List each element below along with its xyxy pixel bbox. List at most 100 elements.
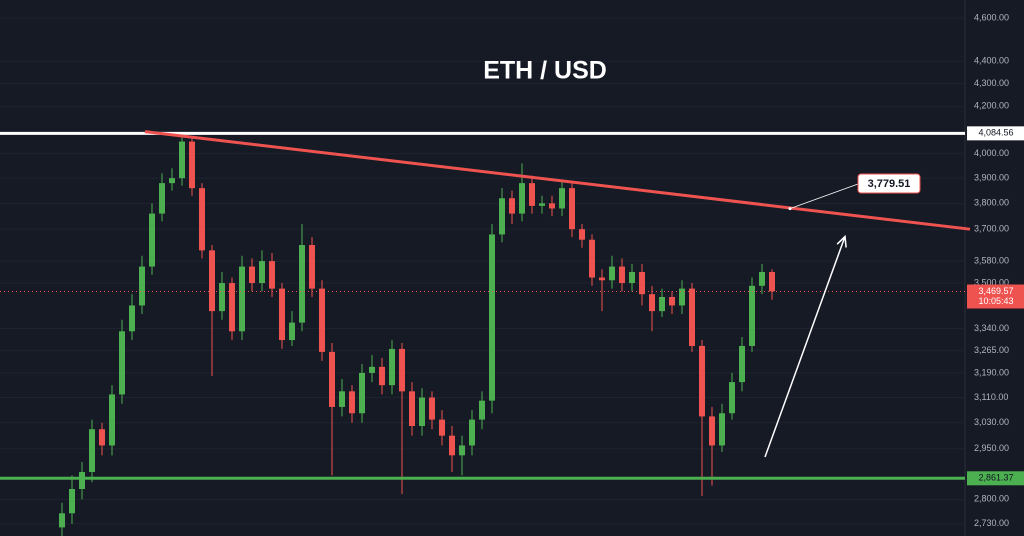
current-price-label: 3,469.57 [978,286,1013,296]
candle-body [659,296,665,312]
candle-body [389,348,395,386]
candle-body [219,283,225,312]
arrow-head [836,234,847,248]
y-tick-label: 3,190.00 [974,367,1009,377]
candle-body [309,245,315,289]
y-tick-label: 4,600.00 [974,13,1009,23]
candle-body [239,266,245,332]
candle-body [729,382,735,414]
candle-body [509,198,515,214]
candle-body [609,266,615,281]
candle-body [379,366,385,386]
candle-body [559,188,565,209]
candle-body [669,296,675,306]
current-price-box [967,284,1024,309]
candle-body [269,261,275,289]
candle-body [119,331,125,395]
candle-body [59,513,65,528]
y-tick-label: 4,200.00 [974,101,1009,111]
candle-body [589,239,595,278]
candle-body [759,272,765,286]
candle-body [69,488,75,514]
y-tick-label: 2,950.00 [974,443,1009,453]
candle-body [259,261,265,284]
candle-body [179,141,185,179]
candle-body [409,391,415,427]
candle-body [149,213,155,267]
candle-body [169,178,175,184]
candle-body [159,183,165,214]
candle-body [599,277,605,281]
candle-body [229,283,235,332]
candle-body [719,413,725,446]
candle-body [459,445,465,456]
y-tick-label: 3,580.00 [974,256,1009,266]
candle-body [419,397,425,427]
callout-point [788,207,792,211]
arrow-shaft [764,236,846,458]
countdown-label: 10:05:43 [978,296,1013,306]
candle-body [289,322,295,341]
candle-body [549,203,555,209]
callout-leader [789,183,859,209]
y-tick-label: 3,800.00 [974,198,1009,208]
y-tick-label: 4,000.00 [974,148,1009,158]
y-tick-label: 3,030.00 [974,417,1009,427]
candle-body [139,266,145,306]
y-tick-label: 3,265.00 [974,345,1009,355]
y-tick-label: 3,900.00 [974,173,1009,183]
candle-body [249,266,255,284]
candle-body [529,183,535,206]
candle-body [519,183,525,214]
candle-body [579,229,585,240]
candle-body [189,141,195,189]
candle-body [429,397,435,420]
candle-body [489,234,495,401]
trendline [144,130,971,231]
candle-body [329,351,335,407]
candle-body [649,294,655,312]
candle-body [109,394,115,446]
candle-body [739,345,745,383]
candle-body [469,419,475,446]
callout-label: 3,779.51 [868,178,911,190]
candle-body [299,245,305,323]
candle-body [319,288,325,352]
chart-title: ETH / USD [483,57,607,85]
y-tick-label: 3,340.00 [974,323,1009,333]
candle-body [79,472,85,489]
y-tick-label: 2,800.00 [974,494,1009,504]
y-tick-label: 4,300.00 [974,78,1009,88]
candle-body [99,429,105,446]
candle-body [539,203,545,206]
level-label-box [967,126,1024,141]
level-label: 2,861.37 [978,473,1013,483]
y-tick-label: 4,400.00 [974,56,1009,66]
candle-body [199,188,205,251]
callout-box [857,173,921,194]
candle-body [699,345,705,417]
candle-body [339,391,345,407]
candle-body [619,266,625,284]
candle-body [129,305,135,332]
candle-body [479,400,485,420]
candle-body [689,288,695,346]
candle-body [399,348,405,392]
candle-body [359,372,365,414]
level-label-box [967,471,1024,486]
candle-body [89,429,95,473]
candle-body [449,435,455,456]
y-tick-label: 2,730.00 [974,518,1009,528]
y-tick-label: 3,500.00 [974,277,1009,287]
candle-body [499,198,505,235]
candle-body [349,391,355,414]
candle-body [679,288,685,306]
y-tick-label: 3,700.00 [974,224,1009,234]
candle-body [709,416,715,446]
candle-body [209,250,215,312]
y-tick-label: 3,110.00 [974,392,1008,402]
candle-body [749,285,755,346]
candle-body [629,272,635,284]
